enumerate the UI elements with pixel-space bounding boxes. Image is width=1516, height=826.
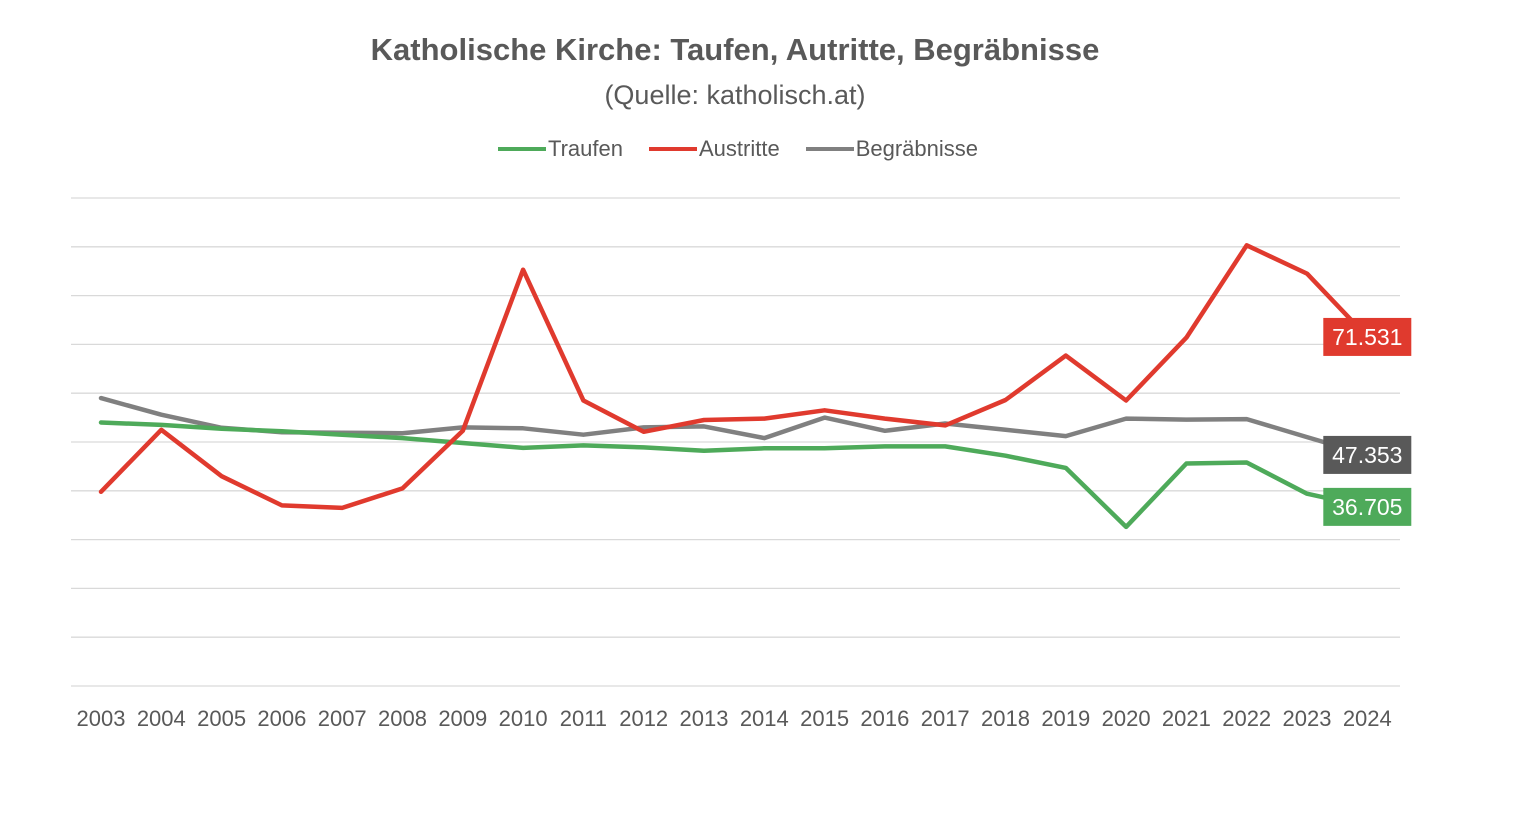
series-line-traufen: [98, 420, 1370, 530]
legend-label-austritte: Austritte: [699, 136, 780, 161]
data-label-begrbnisse: 47.353: [1332, 442, 1402, 468]
x-tick-label: 2011: [560, 706, 607, 731]
data-label-box-traufen: [1323, 487, 1412, 526]
series-line-austritte: [98, 243, 1370, 511]
x-tick-label: 2008: [378, 706, 427, 731]
data-label-box-austritte: [1323, 317, 1412, 356]
legend-swatch-austritte: [649, 147, 697, 151]
x-tick-label: 2014: [740, 706, 789, 731]
x-tick-label: 2012: [619, 706, 668, 731]
x-tick-label: 2018: [981, 706, 1030, 731]
x-tick-label: 2010: [499, 706, 548, 731]
x-tick-label: 2005: [197, 706, 246, 731]
x-tick-label: 2019: [1041, 706, 1090, 731]
data-label-box-begrbnisse: [1323, 435, 1412, 474]
legend-swatch-begraebnisse: [805, 147, 854, 151]
series-line-begrbnisse: [98, 395, 1370, 458]
x-tick-label: 2006: [257, 706, 306, 731]
x-tick-label: 2004: [137, 706, 186, 731]
chart-subtitle: (Quelle: katholisch.at): [604, 80, 866, 110]
x-tick-label: 2016: [860, 706, 909, 731]
x-tick-label: 2003: [77, 706, 126, 731]
legend-item-austritte: Austritte: [649, 136, 780, 162]
legend: Traufen Austritte Begräbnisse: [0, 136, 1476, 162]
legend-swatch-traufen: [497, 147, 546, 151]
legend-label-begraebnisse: Begräbnisse: [855, 136, 979, 161]
x-tick-label: 2015: [800, 706, 849, 731]
x-tick-label: 2007: [318, 706, 367, 731]
x-tick-label: 2017: [921, 706, 970, 731]
legend-item-traufen: Traufen: [497, 136, 623, 162]
data-label-traufen: 36.705: [1332, 494, 1402, 520]
x-tick-label: 2013: [680, 706, 729, 731]
x-tick-label: 2021: [1162, 706, 1211, 731]
x-tick-label: 2024: [1343, 706, 1392, 731]
x-tick-label: 2020: [1102, 706, 1151, 731]
x-tick-label: 2023: [1283, 706, 1332, 731]
data-label-austritte: 71.531: [1332, 324, 1402, 350]
x-tick-label: 2009: [438, 706, 487, 731]
chart-title: Katholische Kirche: Taufen, Autritte, Be…: [370, 32, 1100, 67]
legend-item-begraebnisse: Begräbnisse: [805, 136, 979, 162]
legend-label-traufen: Traufen: [547, 136, 623, 161]
x-tick-label: 2022: [1222, 706, 1271, 731]
